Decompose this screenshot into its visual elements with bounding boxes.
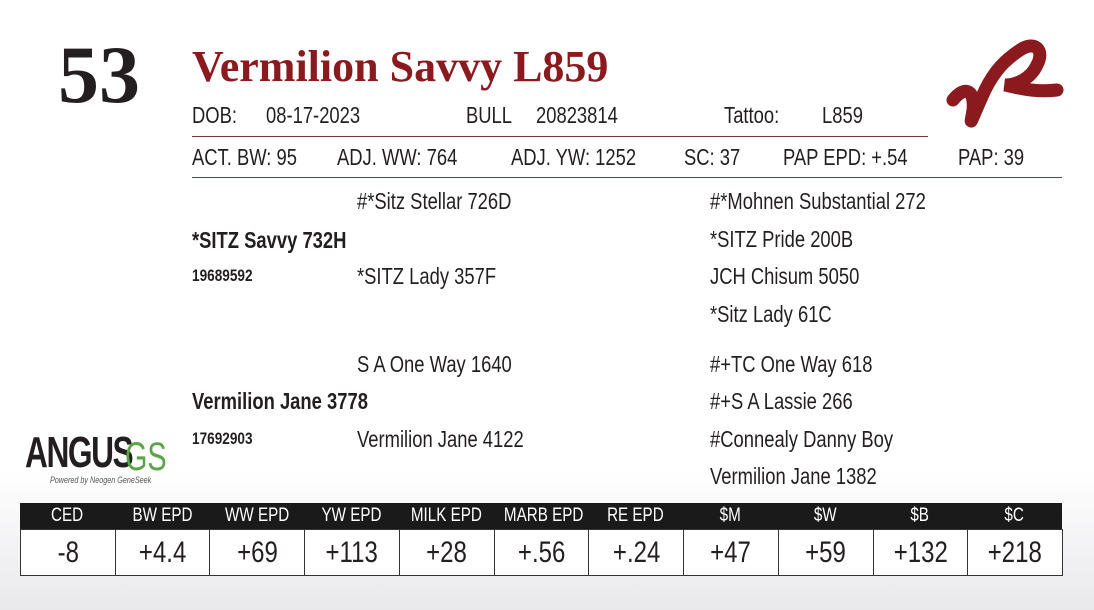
pedigree-entry: *Sitz Lady 61C	[710, 301, 832, 327]
dob-label: DOB:	[192, 102, 237, 128]
epd-value: +28	[398, 529, 495, 576]
stat: PAP EPD: +.54	[783, 144, 908, 170]
pedigree-entry: *SITZ Lady 357F	[357, 263, 497, 289]
lot-number: 53	[58, 29, 140, 120]
epd-value: +69	[209, 529, 306, 576]
dam-reg: 17692903	[192, 429, 253, 448]
epd-header: WW EPD	[209, 503, 305, 529]
stat: ADJ. WW: 764	[337, 144, 458, 170]
divider	[192, 177, 1062, 178]
epd-header-text: WW EPD	[224, 505, 289, 526]
epd-header: RE EPD	[588, 503, 684, 529]
epd-header-text: MILK EPD	[410, 505, 482, 526]
animal-name: Vermilion Savvy L859	[192, 42, 609, 91]
stat: ADJ. YW: 1252	[511, 144, 637, 170]
pedigree-entry: *SITZ Pride 200B	[710, 226, 854, 252]
epd-header-text: CED	[51, 505, 84, 526]
sex: BULL	[466, 102, 513, 128]
divider	[192, 136, 928, 137]
epd-value: +113	[304, 529, 400, 576]
stat: ACT. BW: 95	[192, 144, 297, 170]
sire-reg: 19689592	[192, 266, 253, 285]
epd-value: -8	[20, 529, 116, 576]
epd-header-text: $C	[1004, 505, 1025, 526]
pedigree-entry: #*Mohnen Substantial 272	[710, 188, 926, 214]
vr-logo	[946, 39, 1064, 128]
angus-logo: ANGUS	[25, 428, 134, 477]
epd-value: +59	[777, 529, 874, 576]
tattoo: L859	[822, 102, 863, 128]
pedigree-entry: #Connealy Danny Boy	[710, 426, 894, 452]
dob: 08-17-2023	[266, 102, 361, 128]
dam-name: Vermilion Jane 3778	[192, 388, 368, 414]
epd-value: +.24	[588, 529, 685, 576]
tattoo-label: Tattoo:	[724, 102, 780, 128]
epd-header-text: BW EPD	[132, 505, 193, 526]
sire-name: *SITZ Savvy 732H	[192, 227, 347, 253]
epd-header-text: RE EPD	[607, 505, 665, 526]
epd-value-text: +47	[710, 536, 752, 569]
pedigree-entry: Vermilion Jane 1382	[710, 463, 877, 489]
pedigree-entry: Vermilion Jane 4122	[357, 426, 524, 452]
epd-value: +218	[967, 529, 1063, 576]
pedigree-entry: S A One Way 1640	[357, 351, 512, 377]
epd-value-text: +.24	[612, 536, 660, 569]
epd-value: +.56	[493, 529, 590, 576]
epd-value: +4.4	[114, 529, 211, 576]
stat: SC: 37	[684, 144, 741, 170]
logo-tagline: Powered by Neogen GeneSeek	[50, 475, 152, 485]
epd-value-text: -8	[57, 536, 79, 569]
pedigree-entry: #+TC One Way 618	[710, 351, 873, 377]
epd-value-text: +218	[988, 536, 1043, 569]
epd-value-text: +4.4	[138, 536, 187, 569]
epd-header: $M	[683, 503, 778, 529]
epd-value: +47	[683, 529, 779, 576]
epd-header-text: $W	[813, 505, 837, 526]
epd-header: CED	[20, 503, 115, 529]
epd-value-text: +69	[236, 536, 278, 569]
epd-value-text: +28	[426, 536, 468, 569]
epd-header-text: YW EPD	[321, 505, 382, 526]
epd-value-text: +59	[805, 536, 847, 569]
stat: PAP: 39	[958, 144, 1025, 170]
epd-value-text: +.56	[517, 536, 566, 569]
epd-header: YW EPD	[304, 503, 399, 529]
epd-header: $C	[967, 503, 1062, 529]
epd-header: BW EPD	[114, 503, 210, 529]
epd-value-text: +132	[893, 536, 948, 569]
pedigree-entry: #+S A Lassie 266	[710, 388, 853, 414]
registration: 20823814	[536, 102, 618, 128]
gs-logo: GS	[125, 435, 167, 479]
epd-header-text: $B	[910, 505, 930, 526]
epd-header: MARB EPD	[493, 503, 589, 529]
epd-value-text: +113	[325, 536, 379, 569]
epd-header: $B	[872, 503, 968, 529]
epd-header: MILK EPD	[398, 503, 494, 529]
epd-value: +132	[872, 529, 969, 576]
pedigree-entry: #*Sitz Stellar 726D	[357, 188, 512, 214]
epd-header-text: $M	[719, 505, 741, 526]
pedigree-entry: JCH Chisum 5050	[710, 263, 860, 289]
epd-header-text: MARB EPD	[503, 505, 583, 526]
epd-header: $W	[777, 503, 873, 529]
